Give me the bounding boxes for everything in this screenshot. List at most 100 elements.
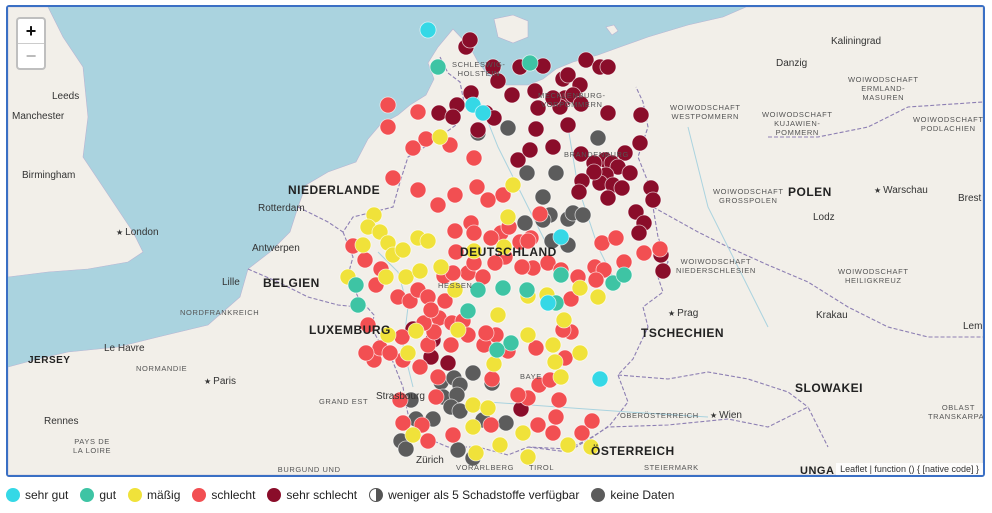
station-marker-sehr-schlecht[interactable] [489,72,507,90]
station-marker-schlecht[interactable] [550,391,568,409]
station-marker-maessig[interactable] [491,436,509,454]
station-marker-maessig[interactable] [514,424,532,442]
station-marker-sehr-schlecht[interactable] [599,58,617,76]
station-marker-schlecht[interactable] [519,232,537,250]
station-marker-gut[interactable] [502,334,520,352]
station-marker-sehr-schlecht[interactable] [559,66,577,84]
station-marker-schlecht[interactable] [381,344,399,362]
station-marker-schlecht[interactable] [539,254,557,272]
station-marker-sehr-schlecht[interactable] [559,116,577,134]
station-marker-maessig[interactable] [464,418,482,436]
station-marker-maessig[interactable] [519,326,537,344]
station-marker-schlecht[interactable] [465,149,483,167]
station-marker-maessig[interactable] [432,258,450,276]
station-marker-keine-daten[interactable] [547,164,565,182]
station-marker-schlecht[interactable] [587,271,605,289]
station-marker-schlecht[interactable] [409,103,427,121]
station-marker-schlecht[interactable] [379,118,397,136]
station-marker-sehr-schlecht[interactable] [503,86,521,104]
station-marker-schlecht[interactable] [427,388,445,406]
station-marker-maessig[interactable] [485,355,503,373]
station-marker-schlecht[interactable] [465,224,483,242]
station-marker-sehr-schlecht[interactable] [632,106,650,124]
station-marker-schlecht[interactable] [447,243,465,261]
station-marker-sehr-schlecht[interactable] [439,354,457,372]
station-marker-schlecht[interactable] [442,336,460,354]
station-marker-gut[interactable] [347,276,365,294]
station-marker-maessig[interactable] [399,344,417,362]
station-marker-keine-daten[interactable] [534,188,552,206]
station-marker-sehr-schlecht[interactable] [469,121,487,139]
station-marker-keine-daten[interactable] [397,440,415,458]
station-marker-sehr-schlecht[interactable] [630,224,648,242]
station-marker-maessig[interactable] [464,396,482,414]
station-marker-schlecht[interactable] [468,178,486,196]
station-marker-maessig[interactable] [449,321,467,339]
station-marker-sehr-schlecht[interactable] [461,31,479,49]
station-marker-maessig[interactable] [571,279,589,297]
station-marker-sehr-gut[interactable] [591,370,609,388]
station-marker-sehr-schlecht[interactable] [444,108,462,126]
station-marker-sehr-gut[interactable] [539,294,557,312]
station-marker-schlecht[interactable] [573,424,591,442]
station-marker-sehr-schlecht[interactable] [616,144,634,162]
station-marker-sehr-schlecht[interactable] [529,99,547,117]
map-container[interactable]: NIEDERLANDE BELGIEN LUXEMBURG POLEN TSCH… [6,5,985,477]
station-marker-schlecht[interactable] [494,186,512,204]
station-marker-sehr-schlecht[interactable] [577,51,595,69]
station-marker-schlecht[interactable] [479,191,497,209]
station-marker-maessig[interactable] [499,208,517,226]
station-marker-sehr-gut[interactable] [474,104,492,122]
station-marker-sehr-schlecht[interactable] [599,104,617,122]
station-marker-maessig[interactable] [467,444,485,462]
station-marker-gut[interactable] [552,266,570,284]
station-marker-maessig[interactable] [571,344,589,362]
station-marker-keine-daten[interactable] [464,364,482,382]
station-marker-schlecht[interactable] [607,229,625,247]
station-marker-schlecht[interactable] [357,344,375,362]
station-marker-keine-daten[interactable] [499,119,517,137]
station-marker-maessig[interactable] [446,281,464,299]
station-marker-keine-daten[interactable] [449,441,467,459]
station-marker-schlecht[interactable] [409,181,427,199]
station-marker-maessig[interactable] [397,268,415,286]
station-marker-sehr-gut[interactable] [419,21,437,39]
station-marker-sehr-schlecht[interactable] [585,163,603,181]
station-marker-sehr-schlecht[interactable] [621,164,639,182]
station-marker-schlecht[interactable] [359,316,377,334]
station-marker-gut[interactable] [429,58,447,76]
station-marker-maessig[interactable] [394,241,412,259]
station-marker-schlecht[interactable] [513,258,531,276]
station-marker-maessig[interactable] [544,336,562,354]
station-marker-schlecht[interactable] [529,416,547,434]
station-marker-schlecht[interactable] [391,391,409,409]
station-marker-maessig[interactable] [495,238,513,256]
base-map[interactable] [8,7,983,475]
station-marker-maessig[interactable] [431,128,449,146]
station-marker-sehr-schlecht[interactable] [526,82,544,100]
station-marker-sehr-schlecht[interactable] [572,95,590,113]
station-marker-maessig[interactable] [404,426,422,444]
station-marker-maessig[interactable] [519,448,537,466]
station-marker-schlecht[interactable] [356,251,374,269]
station-marker-schlecht[interactable] [429,368,447,386]
map-attribution[interactable]: Leaflet | function () { [native code] } [836,463,983,475]
station-marker-sehr-schlecht[interactable] [572,145,590,163]
station-marker-sehr-schlecht[interactable] [527,120,545,138]
station-marker-schlecht[interactable] [444,426,462,444]
station-marker-maessig[interactable] [582,438,600,456]
station-marker-schlecht[interactable] [429,196,447,214]
station-marker-keine-daten[interactable] [589,129,607,147]
station-marker-sehr-schlecht[interactable] [613,179,631,197]
station-marker-sehr-schlecht[interactable] [599,189,617,207]
station-marker-sehr-schlecht[interactable] [509,151,527,169]
station-marker-keine-daten[interactable] [518,164,536,182]
station-marker-gut[interactable] [488,341,506,359]
station-marker-schlecht[interactable] [422,301,440,319]
station-marker-gut[interactable] [521,54,539,72]
station-marker-keine-daten[interactable] [574,206,592,224]
station-marker-maessig[interactable] [479,399,497,417]
station-marker-schlecht[interactable] [436,292,454,310]
station-marker-keine-daten[interactable] [497,414,515,432]
station-marker-schlecht[interactable] [482,416,500,434]
